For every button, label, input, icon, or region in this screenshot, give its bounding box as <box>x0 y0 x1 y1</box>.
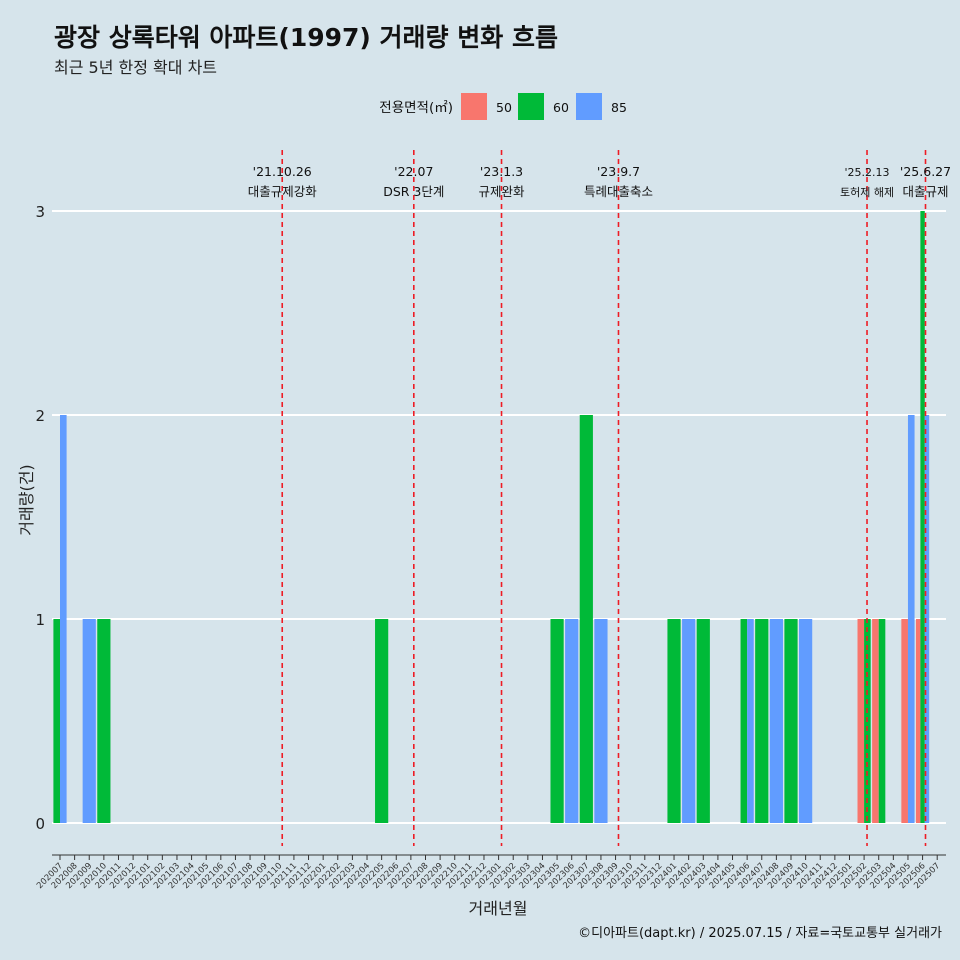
y-tick-label: 2 <box>35 407 45 425</box>
chart-title: 광장 상록타워 아파트(1997) 거래량 변화 흐름 <box>54 23 558 52</box>
bar-85-202402 <box>682 619 696 823</box>
bar-50-202505 <box>901 619 908 823</box>
y-tick-label: 3 <box>35 203 45 221</box>
bar-50-202506 <box>915 619 921 823</box>
bar-85-202406 <box>747 619 754 823</box>
legend: 전용면적(㎡) 50 60 85 <box>379 93 627 120</box>
legend-label-85: 85 <box>611 100 627 115</box>
bar-60-202307 <box>579 415 593 823</box>
event-name-label: 특례대출축소 <box>584 184 653 199</box>
event-date-label: '25.2.13 <box>845 166 890 179</box>
bar-50-202503 <box>872 619 879 823</box>
bar-60-202010 <box>97 619 111 823</box>
bar-85-202306 <box>565 619 579 823</box>
event-date-label: '25.6.27 <box>900 164 951 179</box>
legend-swatch-85 <box>576 93 602 120</box>
legend-title: 전용면적(㎡) <box>379 100 453 116</box>
bars <box>53 211 930 823</box>
event-markers: '21.10.26 대출규제강화 '22.07 DSR 3단계 '23.1.3 규제완화 '… <box>248 150 951 846</box>
event-name-label: 토허제 해제 <box>840 185 894 199</box>
bar-60-202503 <box>878 619 886 823</box>
event-date-label: '21.10.26 <box>253 164 312 179</box>
y-tick-label: 1 <box>35 611 45 629</box>
bar-85-202007 <box>60 415 67 823</box>
event-name-label: DSR 3단계 <box>383 184 444 199</box>
bar-85-202506 <box>924 415 930 823</box>
y-tick-label: 0 <box>35 815 45 833</box>
bar-85-202009 <box>82 619 96 823</box>
x-axis-title: 거래년월 <box>469 899 528 918</box>
bar-60-202409 <box>784 619 798 823</box>
bar-85-202505 <box>907 415 915 823</box>
bar-60-202007 <box>53 619 60 823</box>
legend-swatch-50 <box>461 93 487 120</box>
event-date-label: '23.9.7 <box>597 164 640 179</box>
bar-85-202308 <box>594 619 608 823</box>
bar-60-202205 <box>375 619 389 823</box>
bar-85-202408 <box>769 619 783 823</box>
event-date-label: '23.1.3 <box>480 164 523 179</box>
event-name-label: 규제완화 <box>479 184 526 199</box>
event-name-label: 대출규제강화 <box>248 184 318 199</box>
bar-60-202305 <box>550 619 564 823</box>
legend-label-60: 60 <box>553 100 569 115</box>
bar-85-202410 <box>799 619 813 823</box>
bar-60-202403 <box>696 619 710 823</box>
y-axis-title: 거래량(건) <box>17 464 36 535</box>
chart-subtitle: 최근 5년 한정 확대 차트 <box>54 58 218 77</box>
bar-50-202502 <box>857 619 865 823</box>
source-caption: ©디아파트(dapt.kr) / 2025.07.15 / 자료=국토교통부 실… <box>578 926 942 941</box>
event-date-label: '22.07 <box>394 164 433 179</box>
legend-label-50: 50 <box>496 100 512 115</box>
bar-60-202401 <box>667 619 681 823</box>
event-name-label: 대출규제 <box>902 184 948 199</box>
bar-60-202506 <box>920 211 925 823</box>
bar-60-202406 <box>740 619 748 823</box>
legend-swatch-60 <box>518 93 544 120</box>
bar-60-202407 <box>755 619 769 823</box>
